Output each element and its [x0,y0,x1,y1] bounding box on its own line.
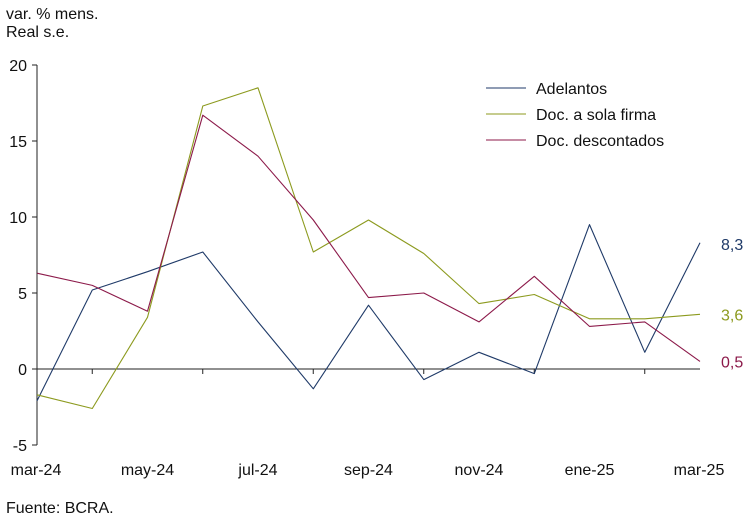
x-tick-label: may-24 [121,462,174,479]
y-tick-label: 20 [9,58,27,75]
source-note: Fuente: BCRA. [6,500,114,517]
series-line-1 [36,87,701,410]
legend-label: Adelantos [536,81,607,98]
series-end-label: 0,5 [721,354,743,371]
y-tick-label: 15 [9,134,27,151]
series-line-2 [36,114,701,362]
legend-label: Doc. a sola firma [536,107,656,124]
x-tick-label: jul-24 [237,462,277,479]
y-tick-label: -5 [13,438,27,455]
y-axis-title-line2: Real s.e. [6,24,70,41]
y-tick-label: 5 [18,286,27,303]
x-tick-label: ene-25 [565,462,615,479]
y-tick-label: 0 [18,362,27,379]
x-tick-label: mar-24 [11,462,62,479]
y-axis-title-line1: var. % mens. [6,6,99,23]
series-end-label: 8,3 [721,237,743,254]
series-line-0 [36,224,701,402]
x-tick-label: sep-24 [344,462,393,479]
series-end-label: 3,6 [721,307,743,324]
legend-label: Doc. descontados [536,133,664,150]
x-tick-label: nov-24 [455,462,504,479]
y-tick-label: 10 [9,210,27,227]
x-tick-label: mar-25 [674,462,725,479]
